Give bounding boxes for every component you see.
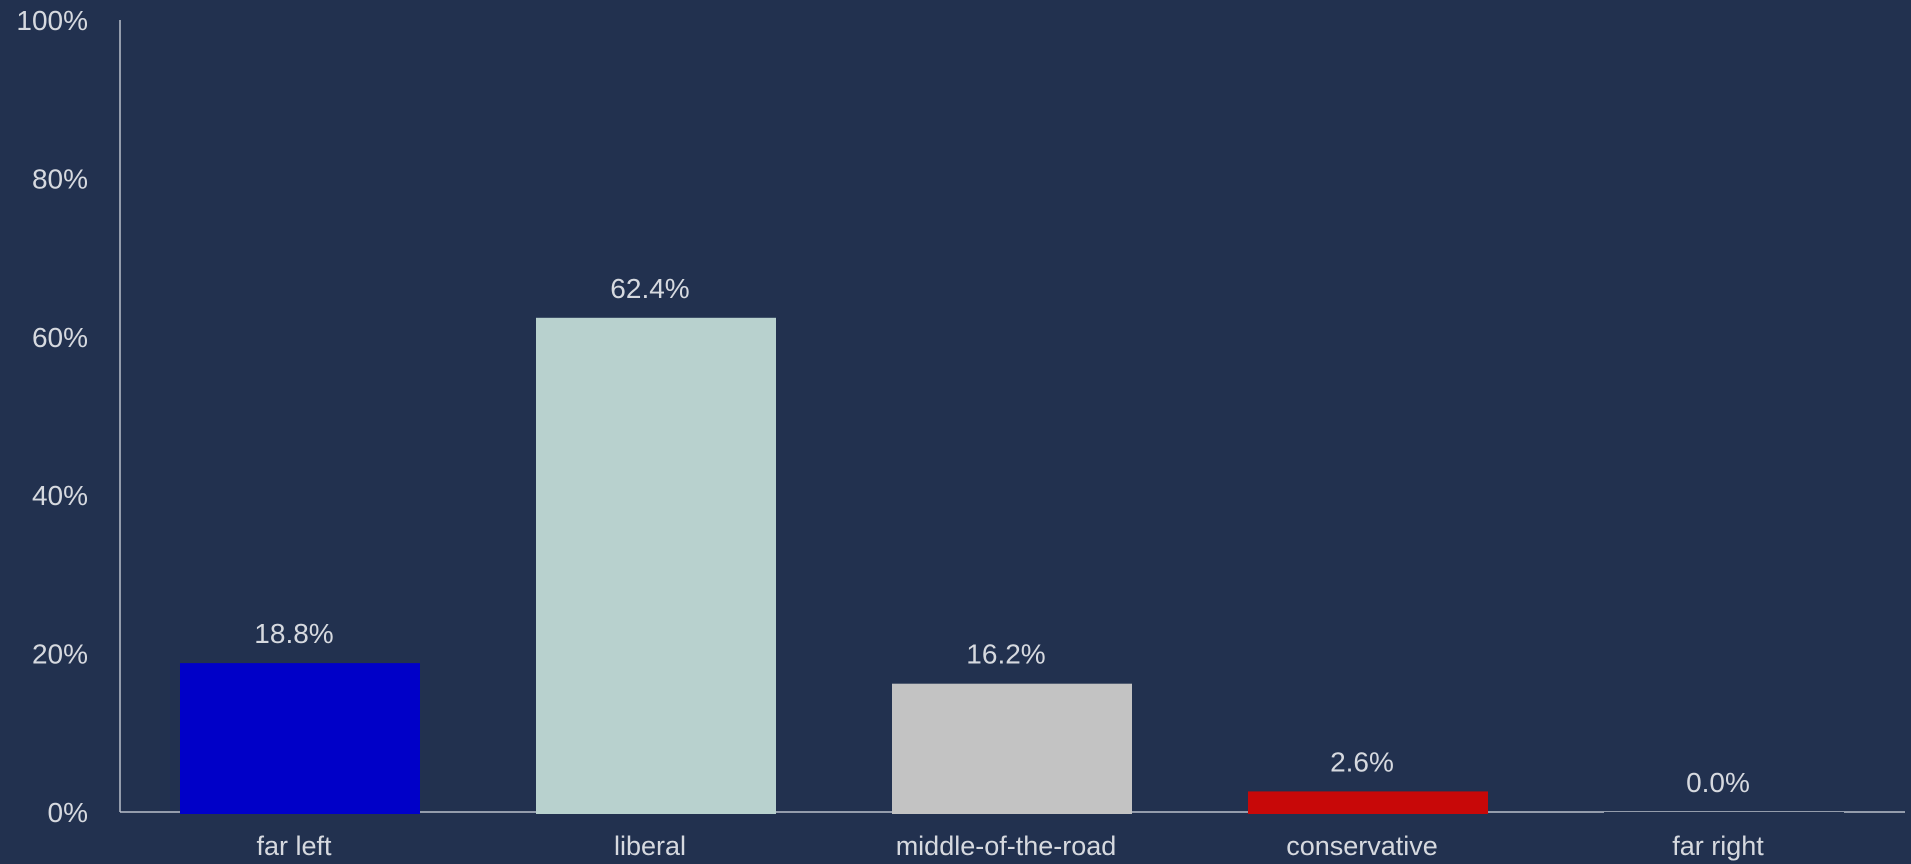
bars — [180, 317, 1844, 814]
x-tick-label: conservative — [1286, 831, 1438, 861]
x-tick-label: far left — [256, 831, 332, 861]
y-axis: 0% 20% 40% 60% 80% 100% — [16, 5, 121, 828]
x-tick-label: middle-of-the-road — [896, 831, 1117, 861]
value-labels: 18.8% 62.4% 16.2% 2.6% 0.0% — [254, 273, 1750, 798]
bar — [1604, 812, 1844, 814]
x-tick-label: far right — [1672, 831, 1764, 861]
bar — [536, 317, 776, 814]
data-label: 18.8% — [254, 618, 333, 649]
bar — [180, 663, 420, 814]
y-tick-label: 80% — [32, 163, 88, 194]
y-tick-label: 0% — [48, 797, 88, 828]
x-tick-label: liberal — [614, 831, 686, 861]
y-tick-label: 100% — [16, 5, 88, 36]
y-tick-label: 60% — [32, 322, 88, 353]
y-tick-label: 20% — [32, 639, 88, 670]
bar — [892, 683, 1132, 814]
bar — [1248, 791, 1488, 814]
data-label: 0.0% — [1686, 767, 1750, 798]
y-tick-label: 40% — [32, 480, 88, 511]
data-label: 2.6% — [1330, 746, 1394, 777]
data-label: 62.4% — [610, 273, 689, 304]
data-label: 16.2% — [966, 639, 1045, 670]
category-labels: far left liberal middle-of-the-road conserv… — [256, 831, 1764, 861]
